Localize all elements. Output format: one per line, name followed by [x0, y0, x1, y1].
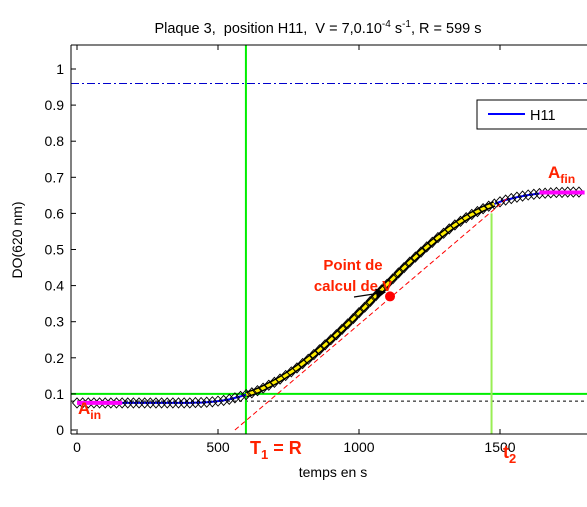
y-tick-label: 0.8 [45, 133, 65, 149]
x-axis-label: temps en s [299, 464, 367, 480]
data-point [353, 307, 365, 319]
annotation-t1: T1 = R [250, 438, 302, 462]
y-tick-label: 0.3 [45, 314, 65, 330]
inflection-point [385, 291, 396, 302]
data-point [331, 329, 342, 341]
data-point [359, 301, 370, 313]
data-point [528, 188, 539, 200]
data-point [325, 334, 336, 346]
data-point [195, 396, 207, 409]
data-point [500, 194, 511, 206]
y-axis-label: DO(620 nm) [9, 201, 25, 278]
data-point [308, 348, 319, 361]
data-point [393, 267, 404, 279]
data-point [472, 205, 483, 218]
x-tick-label: 0 [73, 439, 81, 455]
data-point [218, 394, 229, 407]
data-point [229, 392, 241, 404]
chart-title: Plaque 3, position H11, V = 7,0.10-4 s-1… [154, 19, 481, 37]
data-point [365, 295, 376, 308]
data-point [184, 397, 195, 409]
data-point [263, 379, 274, 391]
data-point [224, 393, 235, 405]
data-point [415, 246, 427, 258]
y-tick-label: 0.6 [45, 205, 65, 221]
x-tick-label: 500 [206, 439, 230, 455]
annotation-point-label-2: calcul de V [314, 278, 392, 295]
data-point [382, 278, 393, 290]
data-point [573, 186, 585, 198]
data-point [342, 318, 353, 330]
annotation-arrow [353, 288, 386, 299]
title-v: V = 7,0.10 [315, 21, 382, 37]
data-point [246, 387, 257, 399]
data-point [517, 190, 528, 202]
y-tick-label: 0 [56, 422, 64, 438]
legend-label: H11 [530, 108, 556, 124]
legend: H11 [476, 99, 587, 130]
data-point [494, 196, 506, 208]
title-v-unit-exp: -1 [402, 19, 411, 30]
data-point [399, 261, 410, 274]
data-point [427, 236, 438, 248]
annotation-a-fin: Afin [548, 163, 575, 186]
fit-line [245, 202, 495, 397]
data-point [235, 390, 246, 403]
annotation-t2: t2 [503, 442, 516, 466]
title-r: , R = 599 s [411, 21, 482, 37]
data-point [212, 395, 224, 407]
y-tick-label: 0.9 [45, 97, 65, 113]
annotation-point-label-1: Point de [323, 257, 382, 274]
y-tick-label: 0.5 [45, 242, 65, 258]
y-tick-label: 1 [56, 61, 64, 77]
y-tick-label: 0.4 [45, 278, 65, 294]
data-point [252, 384, 263, 397]
data-point [207, 396, 218, 408]
data-point [348, 312, 359, 325]
y-tick-label: 0.1 [45, 386, 65, 402]
data-point [466, 208, 477, 221]
data-point [303, 353, 314, 365]
title-v-unit: s [391, 21, 402, 37]
y-tick-label: 0.2 [45, 350, 65, 366]
annotation-a-in: Ain [78, 399, 101, 422]
data-point [387, 273, 398, 285]
data-point [314, 344, 325, 356]
data-point [511, 191, 523, 203]
data-point [506, 192, 517, 205]
data-point [477, 203, 489, 215]
data-point [320, 339, 331, 351]
data-point [523, 189, 534, 201]
x-tick-label: 1500 [484, 439, 515, 455]
data-point [483, 200, 494, 212]
data-point [241, 388, 252, 401]
data-point [421, 241, 432, 253]
title-position: position H11, [224, 21, 308, 37]
y-tick-label: 0.7 [45, 169, 65, 185]
data-point [201, 396, 212, 408]
title-plate: Plaque 3, [154, 21, 215, 37]
data-point [336, 323, 348, 335]
data-point [258, 382, 269, 394]
title-v-exp: -4 [382, 19, 391, 30]
x-tick-label: 1000 [343, 439, 374, 455]
tangent-line [234, 196, 509, 431]
data-point [410, 251, 421, 263]
data-point [404, 256, 415, 268]
